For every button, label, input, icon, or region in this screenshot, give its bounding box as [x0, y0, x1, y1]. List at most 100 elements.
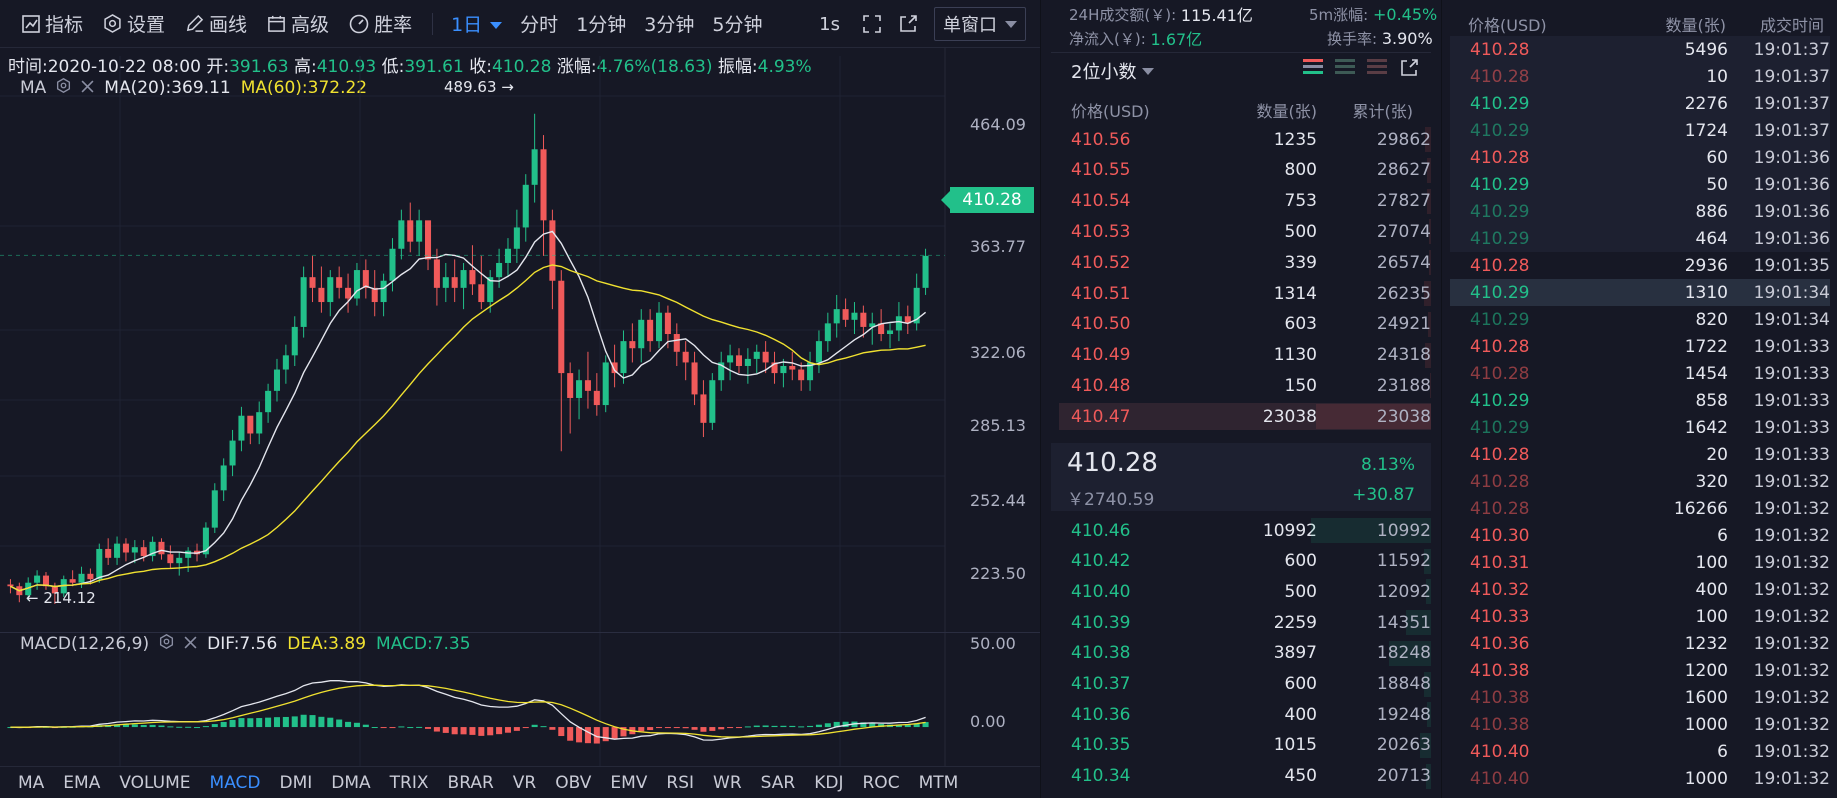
ask-row[interactable]: 410.55 800 28627	[1059, 157, 1431, 184]
bid-row[interactable]: 410.40 500 12092	[1059, 578, 1431, 605]
popout-icon[interactable]	[1399, 58, 1419, 78]
popout-icon[interactable]	[898, 14, 918, 34]
bid-row[interactable]: 410.36 400 19248	[1059, 701, 1431, 728]
macd-histogram-bar	[158, 725, 165, 728]
ask-row[interactable]: 410.53 500 27074	[1059, 218, 1431, 245]
bid-row[interactable]: 410.39 2259 14351	[1059, 609, 1431, 636]
ma-settings-icon[interactable]	[56, 77, 71, 98]
both-sides-icon[interactable]	[1303, 58, 1323, 78]
period-1m[interactable]: 1分钟	[576, 14, 627, 36]
order-amount: 600	[1284, 674, 1317, 694]
macd-histogram-bar	[256, 718, 263, 728]
last-price-box: 410.28 ￥2740.59 8.13% +30.87	[1051, 443, 1431, 511]
indicator-tab-dma[interactable]: DMA	[331, 772, 371, 793]
macd-dea-line	[10, 684, 926, 738]
bid-row[interactable]: 410.34 450 20713	[1059, 763, 1431, 790]
depth-bar	[1424, 127, 1431, 152]
fullscreen-icon[interactable]	[862, 14, 882, 34]
trade-time: 19:01:32	[1753, 714, 1830, 735]
macd-histogram-bar	[611, 727, 618, 740]
ma-close-icon[interactable]	[81, 78, 94, 98]
macd-axis-label: 50.00	[970, 634, 1016, 653]
depth-bar	[1388, 640, 1431, 666]
indicator-tab-volume[interactable]: VOLUME	[119, 772, 191, 793]
trade-row: 410.31 100 19:01:32	[1450, 549, 1830, 576]
candle-body	[122, 543, 129, 553]
asks-only-icon[interactable]	[1367, 58, 1387, 78]
candle-body	[611, 362, 618, 374]
macd-histogram-bar	[513, 727, 520, 731]
bid-row[interactable]: 410.42 600 11592	[1059, 548, 1431, 575]
indicators-button[interactable]: 指标	[22, 10, 83, 37]
macd-histogram-bar	[807, 725, 814, 728]
winrate-button[interactable]: 胜率	[349, 10, 412, 37]
indicator-tab-roc[interactable]: ROC	[862, 772, 900, 793]
ask-row[interactable]: 410.51 1314 26235	[1059, 280, 1431, 307]
trade-amount: 858	[1695, 390, 1728, 411]
macd-histogram-bar	[416, 726, 423, 728]
order-total: 24921	[1376, 314, 1431, 335]
ask-row[interactable]: 410.56 1235 29862	[1059, 126, 1431, 153]
indicator-tab-ma[interactable]: MA	[18, 772, 45, 793]
indicator-tab-emv[interactable]: EMV	[610, 772, 648, 793]
trade-amount: 1642	[1684, 417, 1728, 438]
candle-body	[78, 573, 85, 583]
indicator-tab-trix[interactable]: TRIX	[389, 772, 429, 793]
bids-only-icon[interactable]	[1335, 58, 1355, 78]
window-mode-select[interactable]: 单窗口	[934, 7, 1026, 41]
ask-row[interactable]: 410.50 603 24921	[1059, 311, 1431, 338]
trade-row: 410.29 1642 19:01:33	[1450, 414, 1830, 441]
trade-row: 410.29 858 19:01:33	[1450, 387, 1830, 414]
chevron-down-icon	[1142, 67, 1155, 75]
decimals-select[interactable]: 2位小数	[1071, 58, 1155, 84]
period-timeline[interactable]: 分时	[520, 14, 559, 36]
pane-divider[interactable]	[0, 632, 1040, 633]
macd-settings-icon[interactable]	[159, 633, 174, 654]
indicator-tab-brar[interactable]: BRAR	[447, 772, 494, 793]
ask-row[interactable]: 410.49 1130 24318	[1059, 342, 1431, 369]
candle-body	[860, 312, 867, 327]
indicator-tab-sar[interactable]: SAR	[760, 772, 796, 793]
volume-value: 115.41亿	[1180, 6, 1253, 25]
advanced-button[interactable]: 高级	[267, 10, 329, 37]
period-3m[interactable]: 3分钟	[644, 14, 695, 36]
bid-row[interactable]: 410.37 600 18848	[1059, 671, 1431, 698]
macd-close-icon[interactable]	[184, 634, 197, 654]
order-total: 19248	[1376, 704, 1431, 725]
ask-row[interactable]: 410.52 339 26574	[1059, 249, 1431, 276]
indicator-tab-rsi[interactable]: RSI	[666, 772, 695, 793]
candle-body	[202, 527, 209, 555]
candlestick-chart[interactable]	[0, 0, 1040, 798]
refresh-interval[interactable]: 1s	[819, 13, 840, 35]
trade-row: 410.29 1724 19:01:37	[1450, 117, 1830, 144]
ask-row[interactable]: 410.47 23038 23038	[1059, 403, 1431, 431]
depth-bar	[1426, 702, 1431, 728]
indicator-tab-dmi[interactable]: DMI	[279, 772, 313, 793]
indicator-tab-kdj[interactable]: KDJ	[814, 772, 844, 793]
trade-price: 410.36	[1470, 633, 1530, 654]
settings-button[interactable]: 设置	[103, 10, 165, 37]
draw-button[interactable]: 画线	[185, 10, 247, 37]
candle-body	[807, 362, 814, 381]
period-1d[interactable]: 1日	[451, 10, 503, 37]
indicator-tab-obv[interactable]: OBV	[555, 772, 592, 793]
indicator-tab-macd[interactable]: MACD	[209, 772, 261, 793]
ask-row[interactable]: 410.54 753 27827	[1059, 188, 1431, 215]
indicator-tab-vr[interactable]: VR	[512, 772, 537, 793]
indicator-tab-ema[interactable]: EMA	[63, 772, 101, 793]
indicator-tab-mtm[interactable]: MTM	[918, 772, 959, 793]
window-mode-label: 单窗口	[943, 15, 997, 36]
indicator-tab-wr[interactable]: WR	[713, 772, 742, 793]
bid-row[interactable]: 410.46 10992 10992	[1059, 517, 1431, 544]
period-5m[interactable]: 5分钟	[712, 14, 763, 36]
ask-row[interactable]: 410.48 150 23188	[1059, 372, 1431, 399]
order-total: 11592	[1376, 551, 1431, 572]
trade-amount: 320	[1695, 471, 1728, 492]
macd-histogram-bar	[727, 727, 734, 729]
bid-row[interactable]: 410.38 3897 18248	[1059, 640, 1431, 667]
chevron-down-icon	[1005, 20, 1017, 28]
bid-row[interactable]: 410.35 1015 20263	[1059, 732, 1431, 759]
trade-price: 410.28	[1470, 363, 1530, 384]
order-amount: 1235	[1273, 129, 1317, 150]
trade-amount: 886	[1695, 201, 1728, 222]
